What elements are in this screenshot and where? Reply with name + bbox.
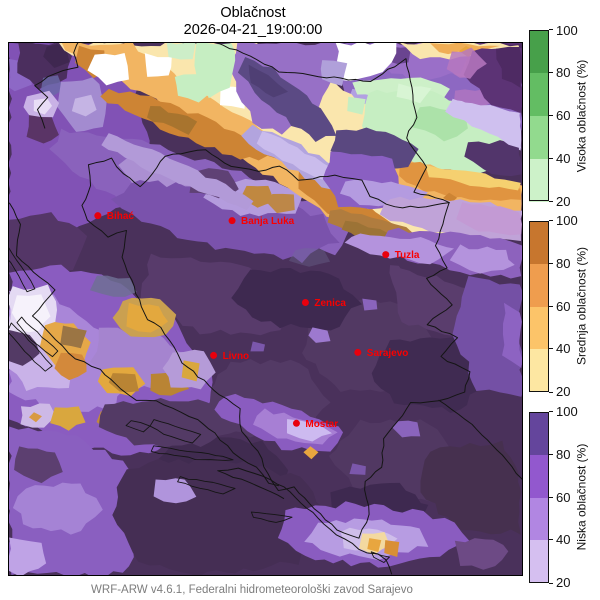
svg-text:Mostar: Mostar (305, 419, 338, 430)
svg-text:Tuzla: Tuzla (395, 250, 420, 261)
svg-text:Livno: Livno (223, 351, 250, 362)
svg-text:Zenica: Zenica (314, 298, 346, 309)
svg-text:Banja Luka: Banja Luka (241, 216, 295, 227)
svg-text:Sarajevo: Sarajevo (367, 348, 409, 359)
svg-text:Bihać: Bihać (107, 211, 135, 222)
